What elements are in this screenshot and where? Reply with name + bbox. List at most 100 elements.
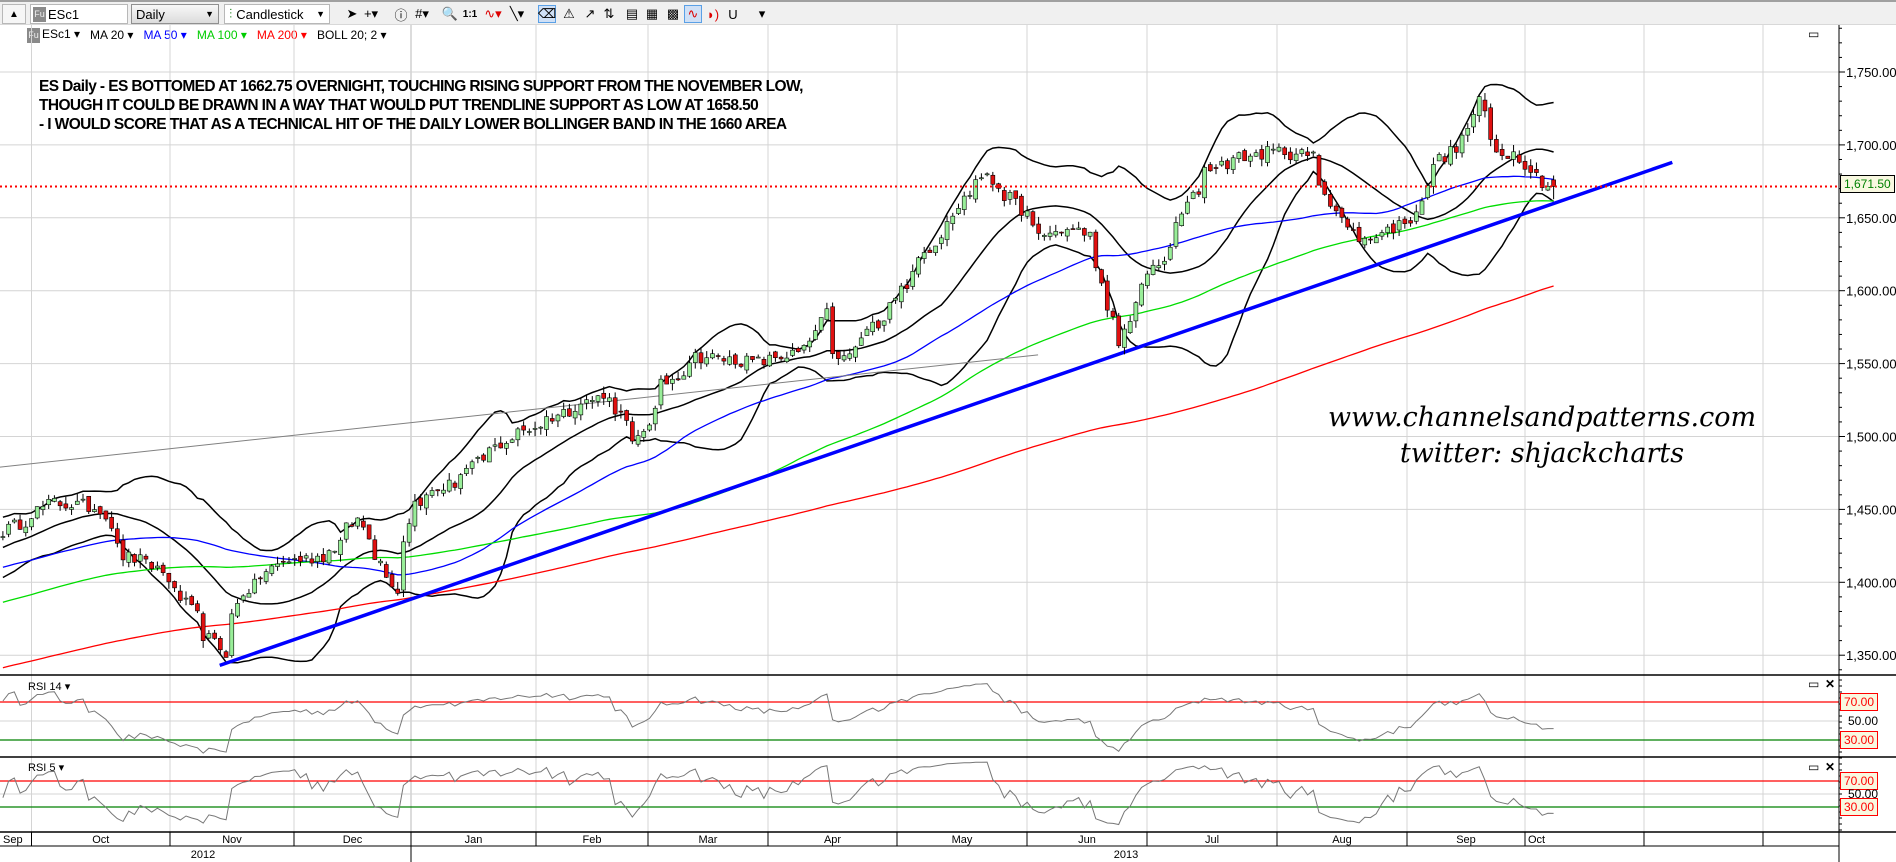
candle <box>549 413 555 424</box>
candle <box>183 591 189 606</box>
candle-body <box>1013 190 1019 199</box>
rsi-14-line <box>2 683 1554 754</box>
legend-ma200[interactable]: MA 200 ▾ <box>256 27 307 42</box>
timeframe-select[interactable]: Daily ▼ <box>131 4 219 24</box>
candle <box>956 203 961 215</box>
compare-icon[interactable]: ⇅ <box>603 6 615 21</box>
maximize-panel-icon[interactable]: ▭ <box>1808 760 1820 774</box>
legend-boll[interactable]: BOLL 20; 2 ▾ <box>316 27 387 42</box>
rsi14-label-text: RSI 14 <box>28 681 62 693</box>
line-draw-icon[interactable]: ╲▾ <box>509 6 525 21</box>
candle-body <box>1024 210 1030 217</box>
candle-body <box>481 454 486 461</box>
candle <box>755 354 761 359</box>
candle <box>1173 216 1179 249</box>
eraser-icon[interactable]: ⌫ <box>537 5 557 23</box>
candle-body <box>813 330 818 340</box>
watermark-website: www.channelsandpatterns.com <box>1327 402 1757 433</box>
candle-body <box>1528 165 1534 173</box>
candle-body <box>395 588 401 594</box>
maximize-panel-icon[interactable]: ▭ <box>1808 27 1820 41</box>
candle <box>12 518 17 524</box>
signal-icon[interactable]: ◗) <box>706 6 720 22</box>
legend-ma20[interactable]: MA 20 ▾ <box>90 27 134 42</box>
zoom-icon[interactable]: 🔍 <box>441 6 459 21</box>
candle-body <box>1042 235 1047 237</box>
candle <box>23 520 29 537</box>
candle-body <box>961 195 967 210</box>
rsi14-lower-tag: 30.00 <box>1840 731 1879 749</box>
pointer-icon[interactable]: ➤ <box>346 6 358 21</box>
layout-icon[interactable]: ▦ <box>645 6 659 21</box>
candle-body <box>6 523 11 535</box>
candle-body <box>652 407 658 425</box>
close-panel-icon[interactable]: ✕ <box>1825 760 1836 774</box>
candle-body <box>681 375 687 380</box>
maximize-panel-icon[interactable]: ▭ <box>1808 677 1820 691</box>
candle-body <box>567 408 572 417</box>
candle <box>1259 144 1265 167</box>
candle-body <box>1293 153 1299 161</box>
rsi5-label[interactable]: RSI 5 ▾ <box>28 762 65 774</box>
close-panel-icon[interactable]: ✕ <box>1825 677 1836 691</box>
y-tick-label: 1,400.00 <box>1846 575 1896 590</box>
grid-icon[interactable]: #▾ <box>415 6 429 21</box>
candle-body <box>870 321 875 332</box>
collapse-up-button[interactable]: ▲ <box>2 4 26 24</box>
legend-ma50[interactable]: MA 50 ▾ <box>143 27 187 42</box>
candle-body <box>441 489 446 494</box>
info-icon[interactable]: ⓘ <box>394 7 408 23</box>
image-icon[interactable]: ▩ <box>666 6 680 21</box>
template-icon[interactable]: ▤ <box>625 6 639 21</box>
candle <box>1362 236 1368 249</box>
candle-body <box>452 482 458 488</box>
candle <box>509 438 515 444</box>
candle <box>452 480 458 491</box>
candle <box>315 553 320 568</box>
rsi14-label[interactable]: RSI 14 ▾ <box>28 681 71 693</box>
candle-body <box>1499 149 1505 156</box>
candle <box>1248 153 1253 168</box>
indicator-highlight-icon[interactable]: ∿ <box>684 5 702 23</box>
magnet-icon[interactable]: U <box>728 6 738 22</box>
crosshair-icon[interactable]: +▾ <box>363 6 379 21</box>
candle <box>652 405 658 431</box>
candle <box>1236 151 1242 163</box>
symbol-input[interactable]: Fu ESc1 <box>30 4 128 24</box>
candle <box>1082 227 1087 242</box>
candle <box>258 576 263 585</box>
legend-symbol[interactable]: Fu ESc1 ▾ <box>27 26 81 43</box>
candle <box>887 302 893 324</box>
candle-body <box>189 596 195 605</box>
candle <box>372 535 378 561</box>
candle-body <box>973 179 978 200</box>
candle <box>1379 229 1385 241</box>
candle-body <box>1408 220 1413 224</box>
candle <box>681 371 687 380</box>
futures-badge: Fu <box>27 27 40 43</box>
candle-body <box>1539 175 1545 188</box>
one-to-one-icon[interactable]: 1:1 <box>462 8 478 20</box>
alert-icon[interactable]: ⚠ <box>563 6 575 21</box>
candle <box>57 499 63 511</box>
candle-body <box>424 494 429 509</box>
chart-type-select[interactable]: ⫶ Candlestick ▼ <box>224 4 330 24</box>
legend-ma100[interactable]: MA 100 ▾ <box>196 27 247 42</box>
trend-icon[interactable]: ↗ <box>584 6 596 21</box>
candle-body <box>504 443 509 449</box>
candle <box>767 351 772 368</box>
candle <box>132 553 137 567</box>
candle-body <box>750 356 755 360</box>
candle-body <box>1167 246 1173 260</box>
candle-body <box>1516 154 1522 163</box>
candle <box>286 557 292 564</box>
candle <box>670 373 675 391</box>
overflow-icon[interactable]: ▾ <box>758 6 766 21</box>
candle <box>733 353 738 369</box>
month-label: Feb <box>583 834 602 846</box>
candle <box>1516 150 1522 164</box>
candle-body <box>521 425 526 431</box>
rsi5-upper-tag: 70.00 <box>1840 772 1879 790</box>
indicator-icon[interactable]: ∿▾ <box>484 6 502 21</box>
